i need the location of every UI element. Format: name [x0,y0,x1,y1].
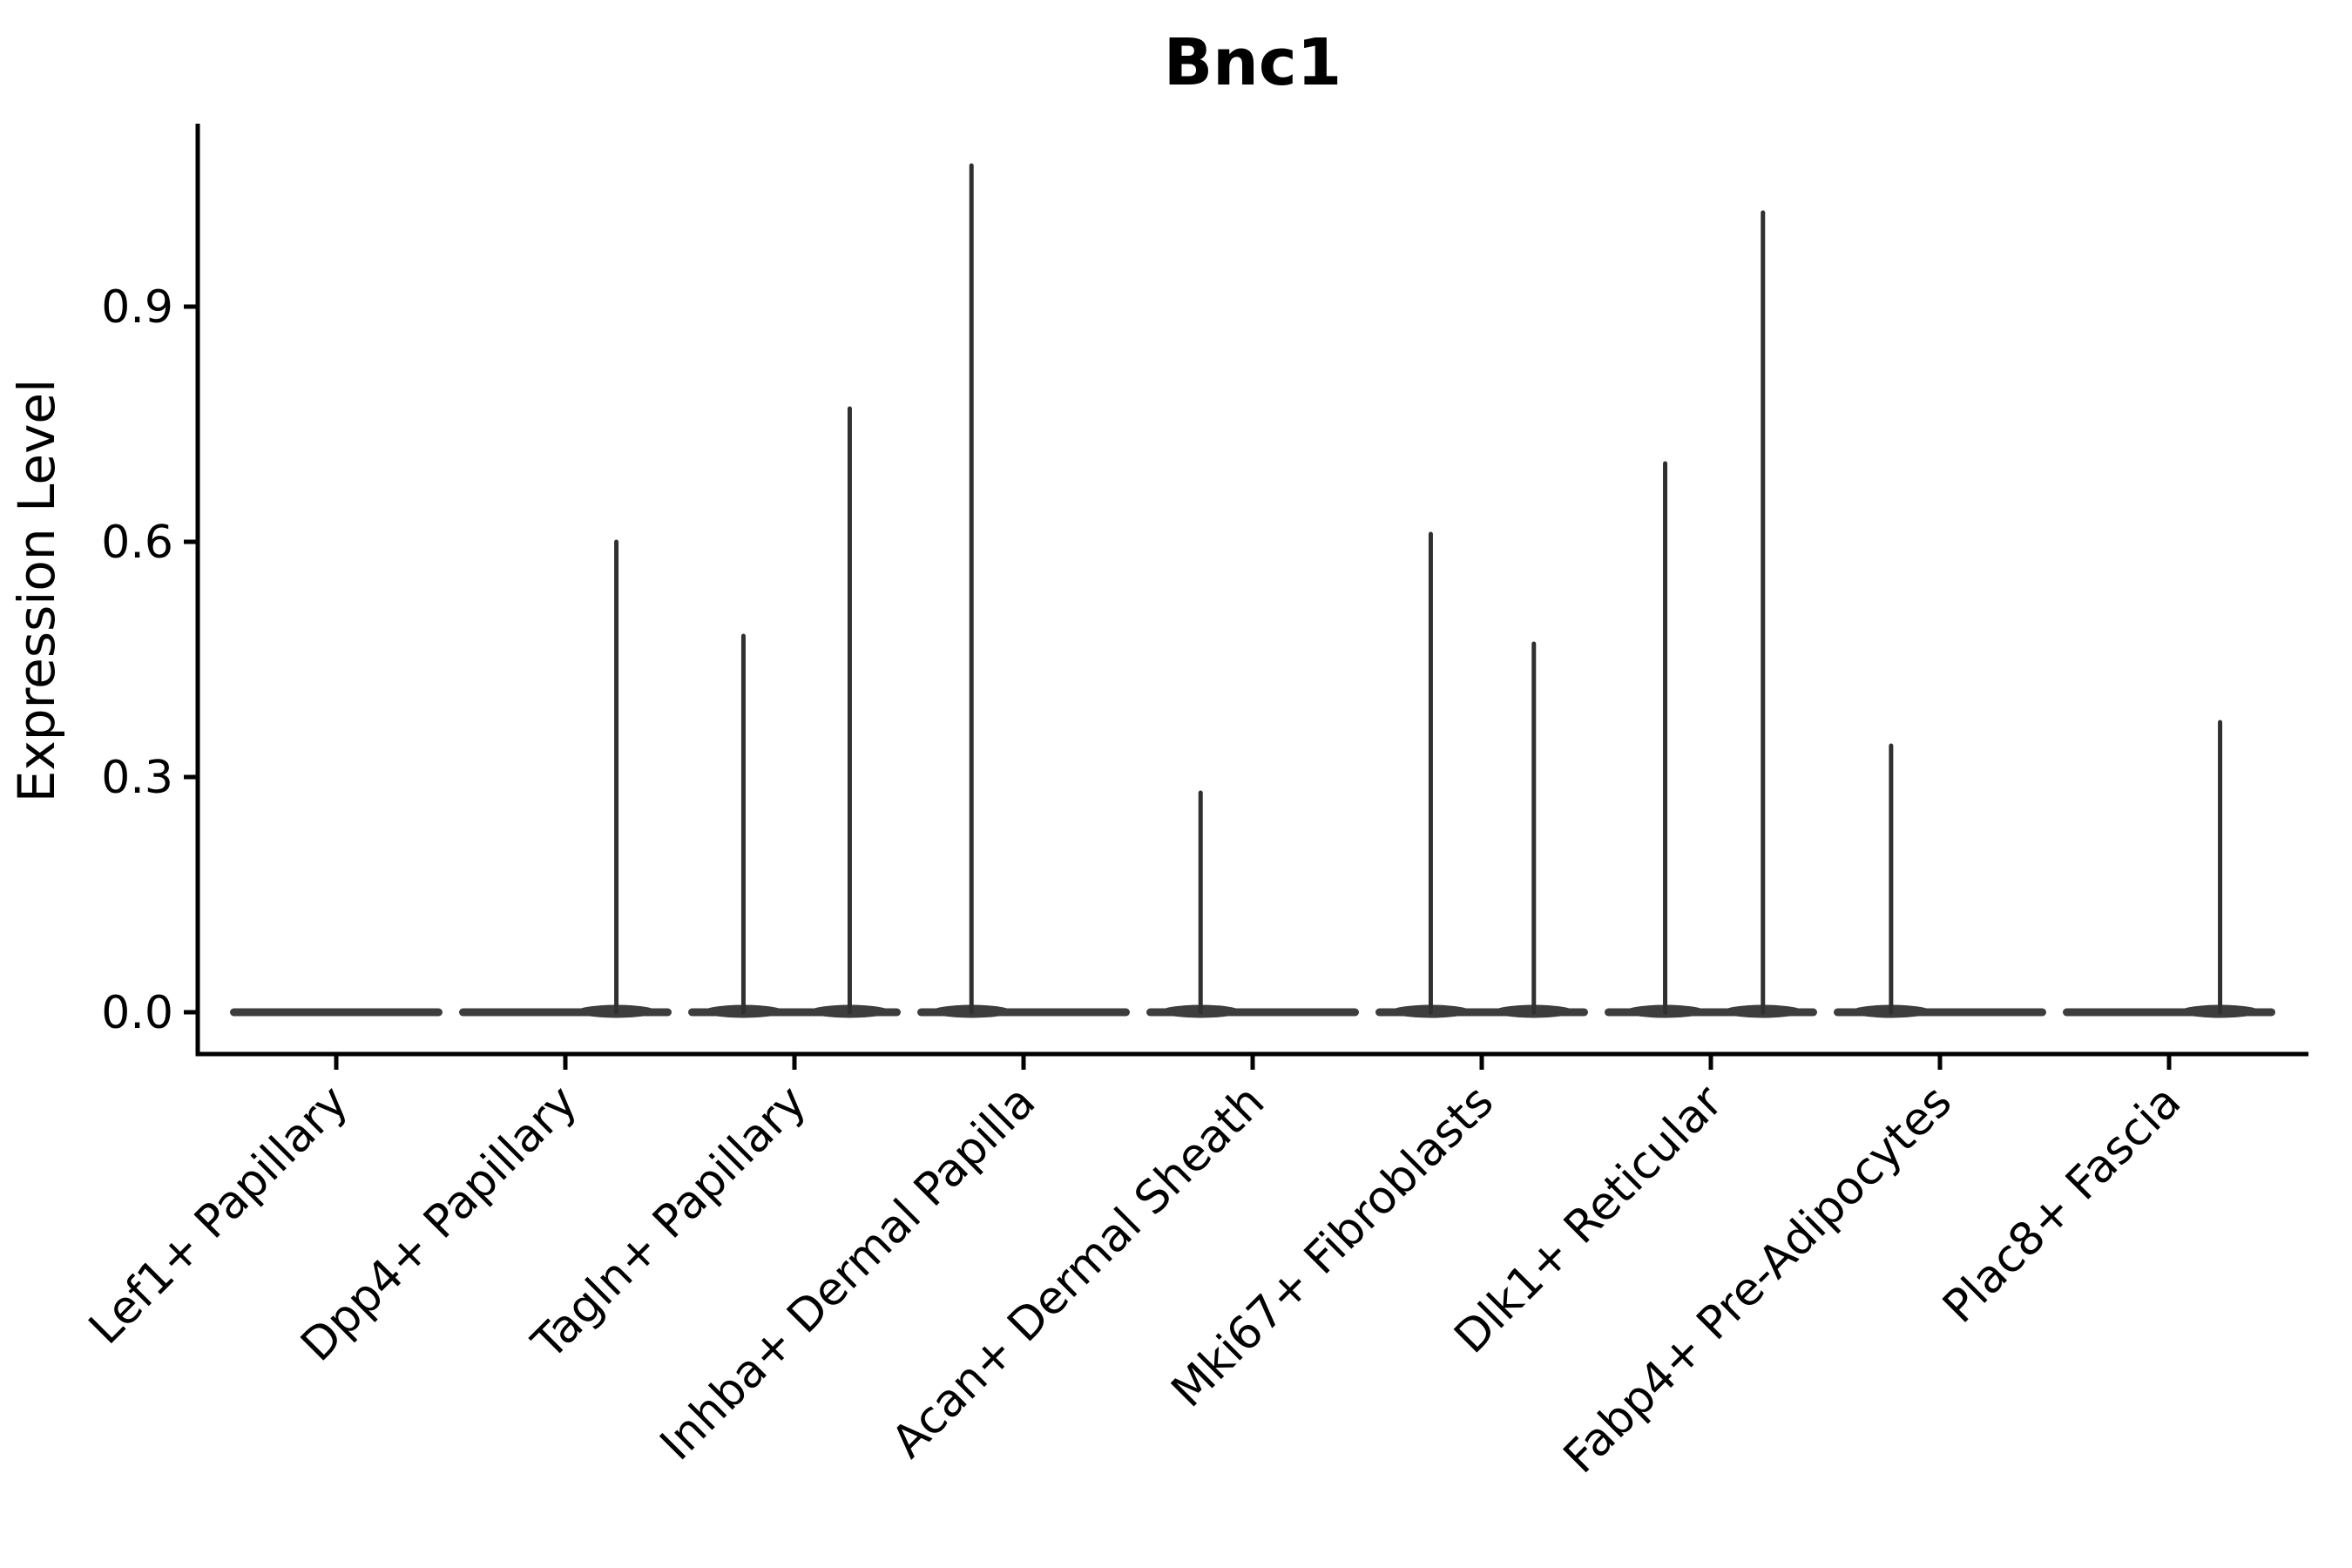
y-tick-label: 0.3 [101,752,173,804]
chart-title: Bnc1 [1164,25,1342,100]
y-tick-label: 0.0 [101,987,173,1039]
violin-body [230,1008,443,1017]
x-tick-label: Acan+ Dermal Sheath [882,1076,1275,1469]
y-tick-label: 0.6 [101,517,173,569]
x-tick-label: Plac8+ Fascia [1933,1076,2191,1334]
violins [230,163,2275,1018]
x-tick-label: Fabp4+ Pre-Adipocytes [1554,1076,1962,1484]
y-axis-label: Expression Level [7,379,66,802]
y-tick-label: 0.9 [101,281,173,334]
x-tick-label: Inhba+ Dermal Papilla [651,1076,1045,1470]
